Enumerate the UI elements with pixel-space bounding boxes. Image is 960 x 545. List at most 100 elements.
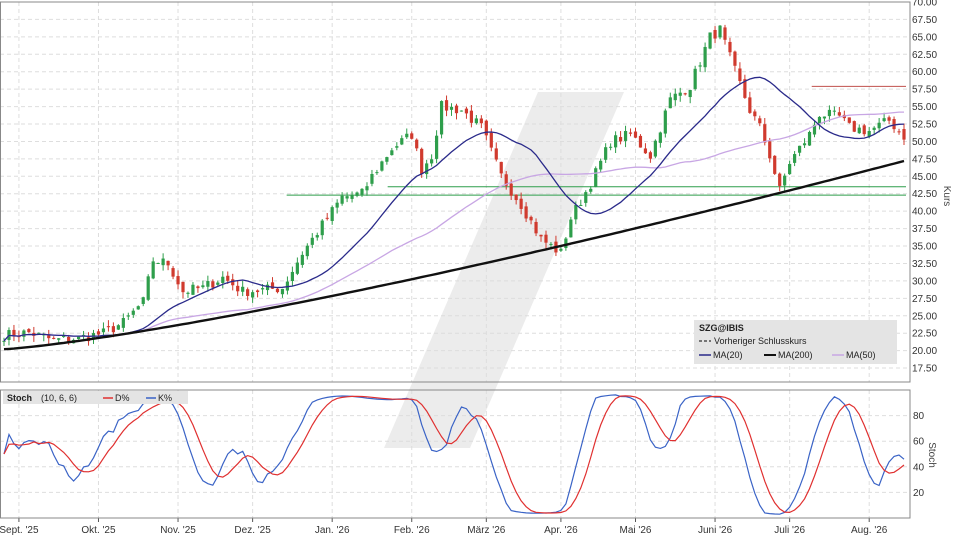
candle-body — [589, 188, 593, 192]
candle-body — [822, 116, 827, 119]
candle-body — [126, 315, 130, 317]
candle-body — [340, 195, 344, 204]
candle-body — [111, 326, 115, 333]
candle-body — [643, 148, 648, 154]
candle-body — [499, 161, 503, 174]
candle-body — [882, 118, 886, 122]
candle-body — [251, 292, 255, 298]
candle-body — [335, 202, 339, 208]
candle-body — [57, 338, 61, 340]
price-tick-label: 50.00 — [912, 137, 937, 148]
candle-body — [802, 143, 807, 146]
candle-body — [270, 282, 275, 289]
stoch-tick-label: 80 — [913, 411, 925, 422]
candle-body — [733, 51, 737, 66]
candle-body — [748, 97, 752, 113]
candle-body — [569, 219, 573, 238]
candle-body — [837, 112, 841, 116]
candle-body — [430, 159, 434, 164]
watermark-slash — [384, 92, 624, 448]
candle-body — [509, 183, 513, 196]
price-tick-label: 60.00 — [912, 67, 937, 78]
candle-body — [484, 120, 488, 136]
price-tick-label: 35.00 — [912, 242, 937, 253]
support-resistance-lines — [286, 85, 906, 196]
candle-body — [459, 110, 464, 112]
ma50-line — [3, 111, 904, 342]
candle-body — [151, 261, 155, 279]
candle-body — [474, 118, 478, 124]
legend-prev-close: Vorheriger Schlusskurs — [714, 336, 807, 346]
price-tick-label: 22.50 — [912, 329, 937, 340]
price-tick-label: 57.50 — [912, 85, 937, 96]
candle-body — [385, 157, 389, 162]
candle-body — [454, 105, 459, 114]
price-tick-label: 27.50 — [912, 294, 937, 305]
candle-body — [768, 141, 772, 159]
candle-body — [609, 146, 613, 148]
panel-frames — [0, 1, 911, 519]
candle-body — [494, 148, 498, 160]
price-tick-label: 62.50 — [912, 50, 937, 61]
price-tick-label: 52.50 — [912, 120, 937, 131]
candle-body — [156, 262, 160, 264]
candle-body — [604, 147, 608, 160]
month-axis-ticks: Sept. '25 Okt. '25 Nov. '25 Dez. '25 Jan. '2… — [0, 518, 888, 536]
candle-body — [290, 271, 294, 281]
month-label: Apr. '26 — [544, 525, 578, 536]
candle-body — [633, 131, 638, 138]
month-label: Okt. '25 — [81, 525, 116, 536]
candle-body — [400, 138, 404, 145]
month-label: Nov. '25 — [160, 525, 196, 536]
candle-body — [817, 116, 822, 125]
candle-body — [867, 131, 871, 137]
candle-body — [698, 65, 702, 67]
candle-body — [236, 285, 240, 292]
candle-body — [728, 41, 732, 53]
candle-body — [226, 275, 230, 281]
candle-body — [260, 288, 265, 290]
candle-body — [797, 145, 802, 153]
candle-body — [246, 289, 250, 296]
month-label: Sept. '25 — [0, 525, 39, 536]
candle-body — [703, 46, 707, 68]
stoch-axis-ticks: 80 60 40 20 — [913, 411, 925, 499]
candle-body — [758, 118, 762, 124]
candle-body — [330, 207, 334, 221]
price-tick-label: 37.50 — [912, 224, 937, 235]
stoch-panel-frame — [0, 389, 911, 519]
candle-body — [325, 217, 329, 219]
candle-body — [812, 124, 817, 135]
candle-body — [216, 282, 220, 285]
candle-body — [683, 93, 687, 95]
legend-ma200: MA(200) — [778, 350, 813, 360]
candle-body — [449, 106, 454, 110]
moving-averages — [3, 76, 905, 351]
candle-body — [310, 237, 314, 245]
candle-body — [201, 285, 205, 288]
candle-body — [539, 234, 543, 237]
candle-body — [847, 117, 851, 123]
candle-body — [439, 101, 444, 135]
candle-body — [96, 331, 101, 335]
candle-body — [405, 133, 409, 138]
candle-body — [708, 32, 712, 49]
price-panel-frame — [0, 1, 911, 383]
price-tick-label: 32.50 — [912, 259, 937, 270]
candle-body — [658, 132, 662, 143]
candle-body — [489, 132, 493, 148]
month-label: Jan. '26 — [315, 525, 350, 536]
candle-body — [673, 93, 677, 101]
candle-body — [763, 124, 767, 143]
candle-body — [743, 79, 747, 98]
candle-body — [788, 164, 792, 175]
candle-body — [380, 161, 384, 171]
candle-body — [280, 288, 285, 295]
candle-body — [579, 204, 583, 206]
legend-ma20: MA(20) — [713, 350, 743, 360]
candle-body — [559, 248, 563, 251]
candle-body — [793, 154, 797, 163]
candle-body — [106, 326, 111, 328]
price-legend: SZG@IBIS Vorheriger Schlusskurs MA(20) M… — [694, 320, 897, 364]
stoch-header: Stoch (10, 6, 6) D% K% — [3, 391, 188, 404]
